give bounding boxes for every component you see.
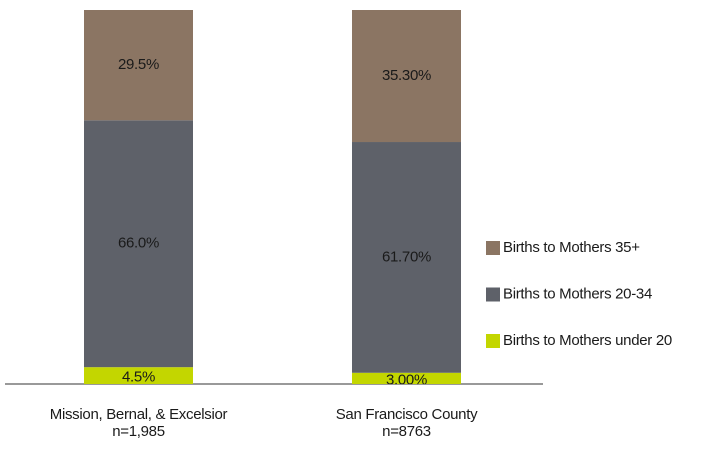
x-tick-label: Mission, Bernal, & Excelsior — [50, 406, 228, 423]
data-label: 29.5% — [118, 56, 159, 73]
data-label: 35.30% — [382, 67, 431, 84]
legend-label: Births to Mothers 20-34 — [503, 285, 652, 302]
legend-swatch — [486, 287, 500, 302]
data-label: 3.00% — [386, 371, 427, 388]
bar-segment — [352, 372, 461, 384]
bar-segment — [352, 10, 461, 143]
x-tick-note: n=1,985 — [112, 423, 165, 440]
x-tick-label: San Francisco County — [336, 406, 478, 423]
data-label: 66.0% — [118, 235, 159, 252]
bar-segment — [84, 367, 193, 384]
bar-segment — [84, 10, 193, 121]
legend-label: Births to Mothers under 20 — [503, 332, 672, 349]
x-tick-note: n=8763 — [382, 423, 431, 440]
bar-segment — [352, 142, 461, 373]
data-label: 4.5% — [122, 369, 155, 386]
legend-swatch — [486, 334, 500, 348]
legend-swatch — [486, 241, 500, 255]
legend-label: Births to Mothers 35+ — [503, 239, 640, 256]
bar-segment — [84, 120, 193, 368]
data-label: 61.70% — [382, 248, 431, 265]
